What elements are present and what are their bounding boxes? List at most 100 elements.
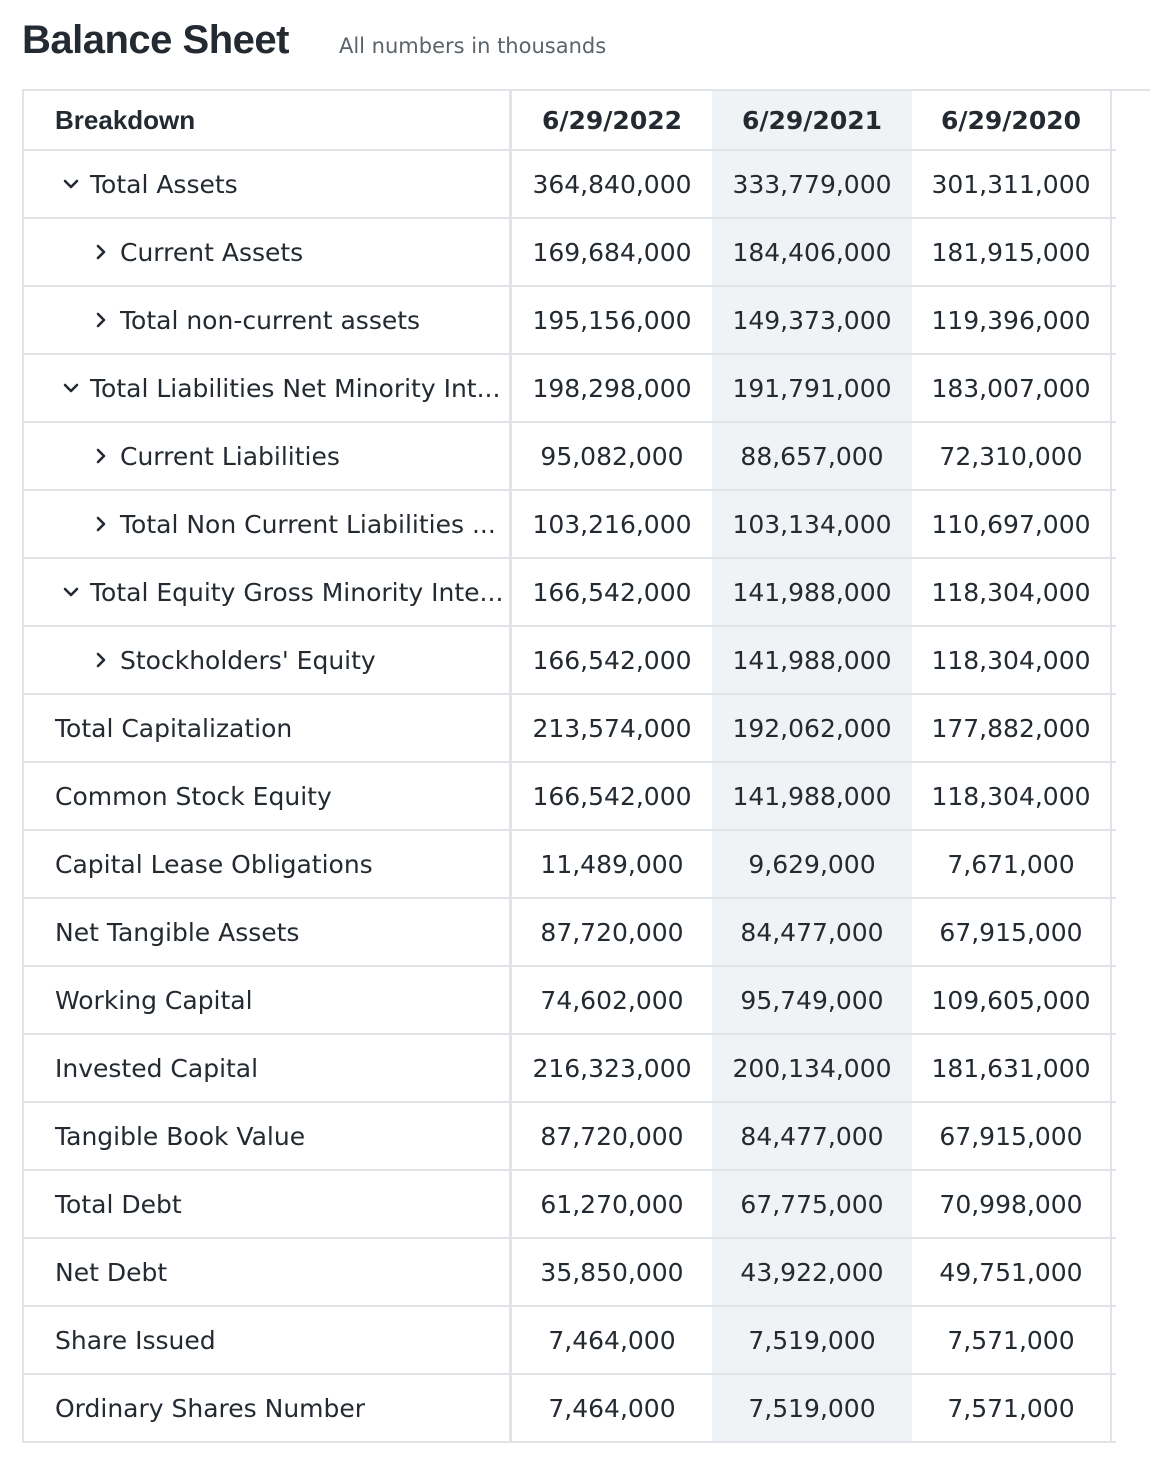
table-row: Working Capital 74,602,000 95,749,000 109,6… <box>22 967 1116 1035</box>
value-cell: 74,602,000 <box>540 985 684 1015</box>
row-label: Invested Capital <box>55 1053 259 1083</box>
value-cell: 70,998,000 <box>912 1171 1112 1237</box>
chevron-down-icon[interactable] <box>60 377 82 399</box>
row-label-cell[interactable]: Total Liabilities Net Minority Int... <box>22 355 512 421</box>
row-label-cell: Invested Capital <box>22 1035 512 1101</box>
row-label: Stockholders' Equity <box>120 645 376 675</box>
row-label-cell: Net Debt <box>22 1239 512 1305</box>
row-label-cell[interactable]: Stockholders' Equity <box>22 627 512 693</box>
row-label-cell[interactable]: Total non-current assets <box>22 287 512 353</box>
value-cell: 7,519,000 <box>712 1307 912 1373</box>
table-row: Total Non Current Liabilities ... 103,216… <box>22 491 1116 559</box>
value-cell: 7,464,000 <box>548 1393 676 1423</box>
row-label-cell[interactable]: Total Assets <box>22 151 512 217</box>
value-cell: 109,605,000 <box>912 967 1112 1033</box>
value-cell: 110,697,000 <box>912 491 1112 557</box>
row-label-cell[interactable]: Total Non Current Liabilities ... <box>22 491 512 557</box>
row-label: Total Equity Gross Minority Inte... <box>90 577 504 607</box>
row-label-cell: Common Stock Equity <box>22 763 512 829</box>
value-cell: 191,791,000 <box>712 355 912 421</box>
chevron-right-icon[interactable] <box>90 445 112 467</box>
row-label: Share Issued <box>55 1325 216 1355</box>
table-row: Total Liabilities Net Minority Int... 198… <box>22 355 1116 423</box>
value-cell: 183,007,000 <box>912 355 1112 421</box>
row-label-cell: Ordinary Shares Number <box>22 1375 512 1441</box>
row-label-cell: Tangible Book Value <box>22 1103 512 1169</box>
table-row: Total Equity Gross Minority Inte... 166,5… <box>22 559 1116 627</box>
table-row: Ordinary Shares Number 7,464,000 7,519,000… <box>22 1375 1116 1443</box>
value-cell: 67,915,000 <box>912 899 1112 965</box>
table-row: Net Tangible Assets 87,720,000 84,477,000 6… <box>22 899 1116 967</box>
chevron-right-icon[interactable] <box>90 309 112 331</box>
balance-sheet-table: Breakdown 6/29/2022 6/29/2021 6/29/2020 … <box>22 89 1116 1443</box>
table-row: Tangible Book Value 87,720,000 84,477,000 6… <box>22 1103 1116 1171</box>
value-cell: 11,489,000 <box>540 849 684 879</box>
value-cell: 61,270,000 <box>540 1189 684 1219</box>
value-cell: 7,671,000 <box>912 831 1112 897</box>
units-note: All numbers in thousands <box>338 34 607 58</box>
value-cell: 67,775,000 <box>712 1171 912 1237</box>
row-label: Current Assets <box>120 237 304 267</box>
value-cell: 141,988,000 <box>712 559 912 625</box>
value-cell: 118,304,000 <box>912 559 1112 625</box>
row-label: Total non-current assets <box>120 305 421 335</box>
row-label-cell: Share Issued <box>22 1307 512 1373</box>
value-cell: 103,134,000 <box>712 491 912 557</box>
chevron-right-icon[interactable] <box>90 241 112 263</box>
row-label: Total Liabilities Net Minority Int... <box>90 373 501 403</box>
value-cell: 198,298,000 <box>532 373 692 403</box>
value-cell: 141,988,000 <box>712 627 912 693</box>
value-cell: 118,304,000 <box>912 627 1112 693</box>
value-cell: 7,519,000 <box>712 1375 912 1441</box>
value-cell: 177,882,000 <box>912 695 1112 761</box>
value-cell: 72,310,000 <box>912 423 1112 489</box>
value-cell: 181,915,000 <box>912 219 1112 285</box>
row-label-cell: Working Capital <box>22 967 512 1033</box>
row-label: Total Assets <box>90 169 238 199</box>
row-label-cell[interactable]: Total Equity Gross Minority Inte... <box>22 559 512 625</box>
value-cell: 184,406,000 <box>712 219 912 285</box>
table-row: Stockholders' Equity 166,542,000 141,988,0… <box>22 627 1116 695</box>
value-cell: 84,477,000 <box>712 899 912 965</box>
chevron-right-icon[interactable] <box>90 649 112 671</box>
value-cell: 166,542,000 <box>532 645 692 675</box>
table-header-row: Breakdown 6/29/2022 6/29/2021 6/29/2020 <box>22 91 1116 151</box>
value-cell: 103,216,000 <box>532 509 692 539</box>
value-cell: 95,749,000 <box>712 967 912 1033</box>
table-row: Common Stock Equity 166,542,000 141,988,00… <box>22 763 1116 831</box>
value-cell: 200,134,000 <box>712 1035 912 1101</box>
value-cell: 181,631,000 <box>912 1035 1112 1101</box>
value-cell: 87,720,000 <box>540 1121 684 1151</box>
value-cell: 7,464,000 <box>548 1325 676 1355</box>
value-cell: 43,922,000 <box>712 1239 912 1305</box>
chevron-down-icon[interactable] <box>60 581 82 603</box>
row-label-cell: Capital Lease Obligations <box>22 831 512 897</box>
row-label-cell[interactable]: Current Assets <box>22 219 512 285</box>
value-cell: 195,156,000 <box>532 305 692 335</box>
header-divider <box>1116 89 1150 91</box>
value-cell: 87,720,000 <box>540 917 684 947</box>
table-row: Current Liabilities 95,082,000 88,657,000 7… <box>22 423 1116 491</box>
value-cell: 7,571,000 <box>912 1307 1112 1373</box>
table-row: Total Assets 364,840,000 333,779,000 301,31… <box>22 151 1116 219</box>
table-row: Invested Capital 216,323,000 200,134,000 18… <box>22 1035 1116 1103</box>
value-cell: 166,542,000 <box>532 781 692 811</box>
value-cell: 7,571,000 <box>912 1375 1112 1441</box>
value-cell: 84,477,000 <box>712 1103 912 1169</box>
chevron-down-icon[interactable] <box>60 173 82 195</box>
table-row: Total Capitalization 213,574,000 192,062,0… <box>22 695 1116 763</box>
page-header: Balance Sheet All numbers in thousands <box>22 18 606 70</box>
value-cell: 166,542,000 <box>532 577 692 607</box>
chevron-right-icon[interactable] <box>90 513 112 535</box>
column-header-period: 6/29/2021 <box>712 91 912 149</box>
table-row: Current Assets 169,684,000 184,406,000 181,… <box>22 219 1116 287</box>
row-label: Capital Lease Obligations <box>55 849 373 879</box>
table-body: Total Assets 364,840,000 333,779,000 301,31… <box>22 151 1116 1443</box>
row-label: Current Liabilities <box>120 441 340 471</box>
row-label: Common Stock Equity <box>55 781 332 811</box>
value-cell: 216,323,000 <box>532 1053 692 1083</box>
value-cell: 149,373,000 <box>712 287 912 353</box>
column-header-period: 6/29/2020 <box>912 91 1112 149</box>
row-label-cell[interactable]: Current Liabilities <box>22 423 512 489</box>
value-cell: 9,629,000 <box>712 831 912 897</box>
